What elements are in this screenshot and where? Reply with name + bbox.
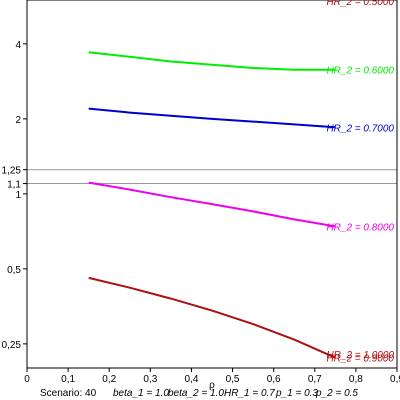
footer-param-0: beta_1 = 1.0: [113, 388, 169, 399]
x-tick-label-3: 0,3: [143, 374, 157, 385]
footer: Scenario: 40 beta_1 = 1.0 beta_2 = 1.0 HR_1…: [40, 388, 358, 399]
x-axis-label: ρ: [209, 380, 215, 391]
y-tick-label-5: 2: [15, 115, 21, 126]
series-label-3: HR_2 = 0.9000: [326, 354, 394, 365]
y-tick-label-1: 0,5: [7, 265, 21, 276]
footer-scenario: Scenario: 40: [40, 388, 97, 399]
x-tick-label-2: 0,2: [102, 374, 116, 385]
x-tick-label-5: 0,5: [226, 374, 240, 385]
y-tick-label-4: 1,25: [2, 166, 22, 177]
x-tick-label-9: 0,9: [390, 374, 400, 385]
series-line-2: [88, 181, 336, 228]
footer-param-3: p_1 = 0.3: [275, 388, 318, 399]
y-tick-label-2: 1: [15, 190, 21, 201]
x-tick-label-8: 0,8: [349, 374, 363, 385]
series-label-2: HR_2 = 0.8000: [326, 222, 394, 233]
y-tick-label-6: 4: [15, 40, 21, 51]
series-line-1: [88, 107, 336, 129]
reference-lines: [27, 169, 397, 185]
x-tick-label-1: 0,1: [61, 374, 75, 385]
y-tick-label-0: 0,25: [2, 340, 22, 351]
x-axis: 0 0,1 0,2 0,3 0,4 0,5 0,6 0,7 0,8 0,9: [24, 368, 400, 385]
x-tick-label-6: 0,6: [267, 374, 281, 385]
x-tick-label-4: 0,4: [184, 374, 198, 385]
series-label-1: HR_2 = 0.7000: [326, 123, 394, 134]
footer-param-4: p_2 = 0.5: [315, 388, 358, 399]
y-axis: 0,25 0,5 11,1 1,25 2 4: [2, 40, 27, 351]
series-line-3: [88, 276, 336, 359]
series-label-0: HR_2 = 0.6000: [326, 66, 394, 77]
offchart-label-0: HR_2 = 0.5000: [326, 0, 394, 8]
series-lines: [88, 51, 336, 359]
footer-param-1: beta_2 = 1.0: [168, 388, 224, 399]
series-labels: HR_2 = 0.6000 HR_2 = 0.7000 HR_2 = 0.8000 H…: [326, 0, 394, 365]
x-tick-label-7: 0,7: [308, 374, 322, 385]
y-tick-label-3: 1,1: [7, 180, 21, 191]
x-tick-label-0: 0: [24, 374, 30, 385]
footer-param-2: HR_1 = 0.7: [224, 388, 275, 399]
series-line-0: [88, 51, 336, 71]
offchart-label-1: HR_2 = 1.0000: [326, 350, 394, 361]
